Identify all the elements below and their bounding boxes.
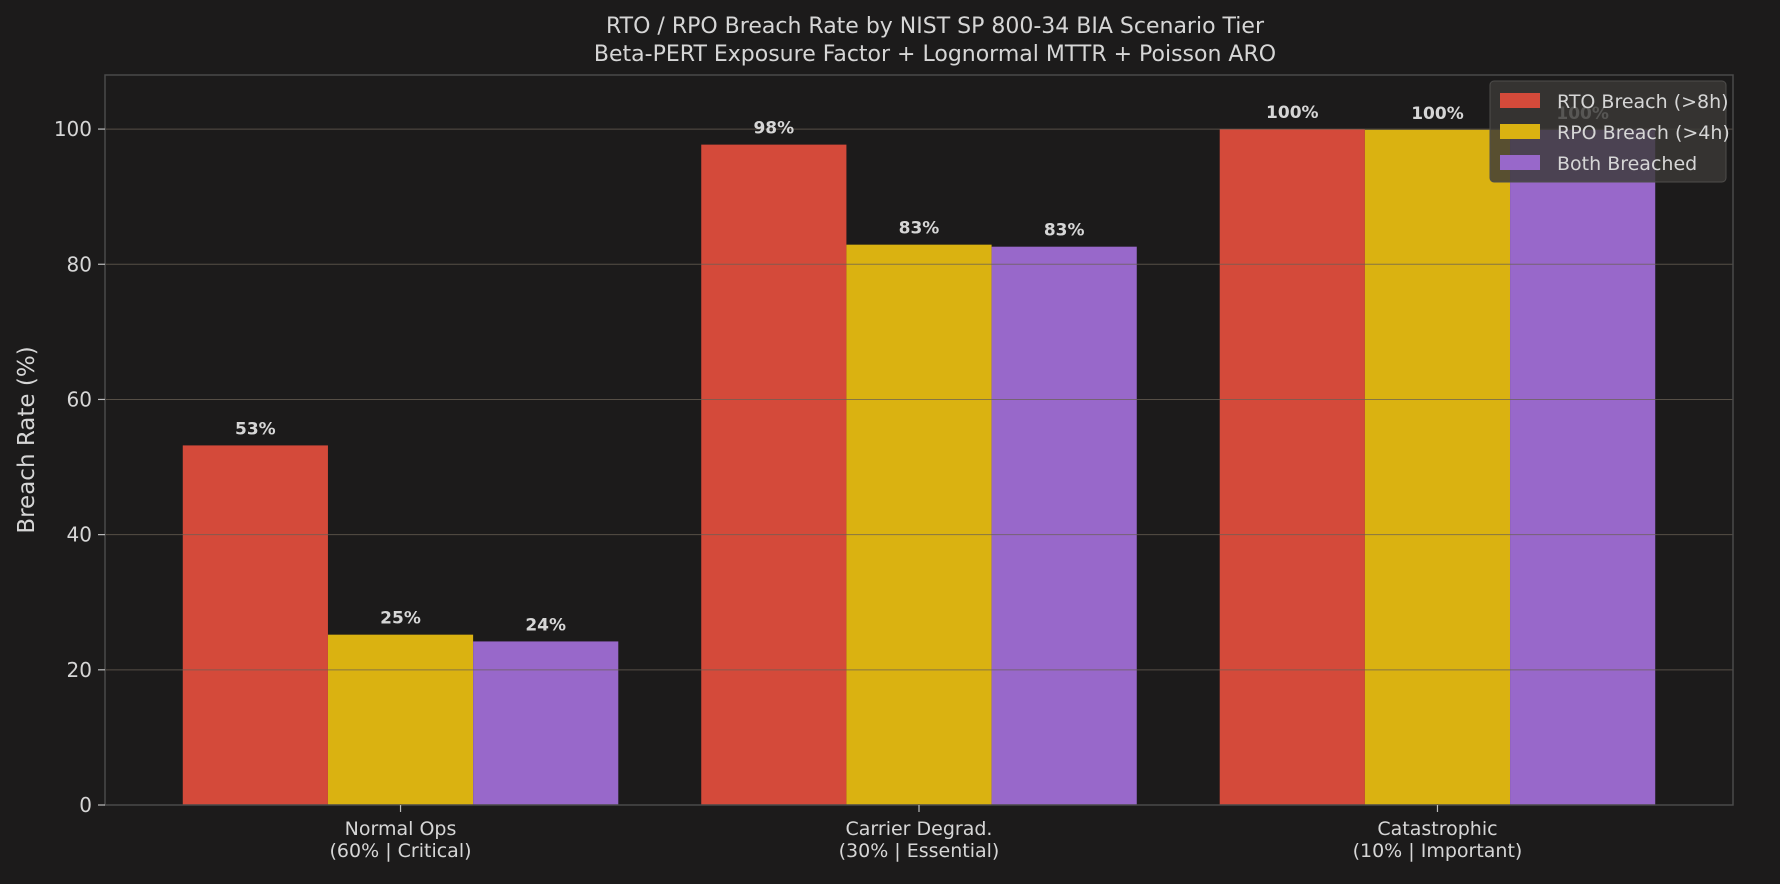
data-label: 24% — [525, 615, 566, 635]
legend-box — [1489, 80, 1727, 183]
y-tick-label: 100 — [54, 117, 92, 141]
x-tick-label: (10% | Important) — [1353, 840, 1523, 862]
data-label: 83% — [899, 219, 940, 239]
data-label: 100% — [1411, 104, 1464, 124]
legend-label: RTO Breach (>8h) — [1557, 91, 1729, 113]
bar — [327, 634, 474, 805]
x-tick-label: Catastrophic — [1377, 818, 1497, 840]
data-label: 53% — [235, 419, 276, 439]
y-tick-label: 0 — [79, 793, 92, 817]
x-tick-label: (60% | Critical) — [330, 840, 472, 862]
legend-swatch — [1500, 155, 1540, 170]
legend-label: Both Breached — [1557, 153, 1697, 175]
x-tick-label: (30% | Essential) — [839, 840, 1000, 862]
y-axis-label: Breach Rate (%) — [14, 346, 40, 533]
legend-swatch — [1500, 124, 1540, 139]
legend-label: RPO Breach (>4h) — [1557, 122, 1730, 144]
y-tick-label: 40 — [67, 523, 92, 547]
data-label: 100% — [1266, 103, 1319, 123]
x-tick-label: Carrier Degrad. — [846, 818, 993, 840]
bar — [473, 641, 619, 805]
bar — [1510, 129, 1656, 805]
plot-area: 53%98%100%25%83%100%24%83%100%0204060801… — [54, 74, 1734, 862]
chart-title: RTO / RPO Breach Rate by NIST SP 800-34 … — [606, 14, 1265, 39]
data-label: 25% — [380, 609, 421, 629]
bar — [846, 244, 992, 805]
bar — [1364, 129, 1511, 805]
y-tick-label: 60 — [67, 387, 92, 411]
y-tick-label: 80 — [67, 252, 92, 276]
data-label: 98% — [753, 119, 794, 139]
bar — [1219, 129, 1365, 805]
bar — [991, 246, 1137, 805]
bar — [182, 445, 328, 805]
bar — [701, 144, 847, 806]
legend-swatch — [1500, 93, 1540, 108]
legend: RTO Breach (>8h) RPO Breach (>4h) Both Bre… — [1489, 80, 1730, 183]
chart-subtitle: Beta-PERT Exposure Factor + Lognormal MT… — [594, 42, 1276, 67]
data-label: 83% — [1044, 221, 1085, 241]
y-tick-label: 20 — [67, 658, 92, 682]
x-tick-label: Normal Ops — [345, 818, 457, 840]
